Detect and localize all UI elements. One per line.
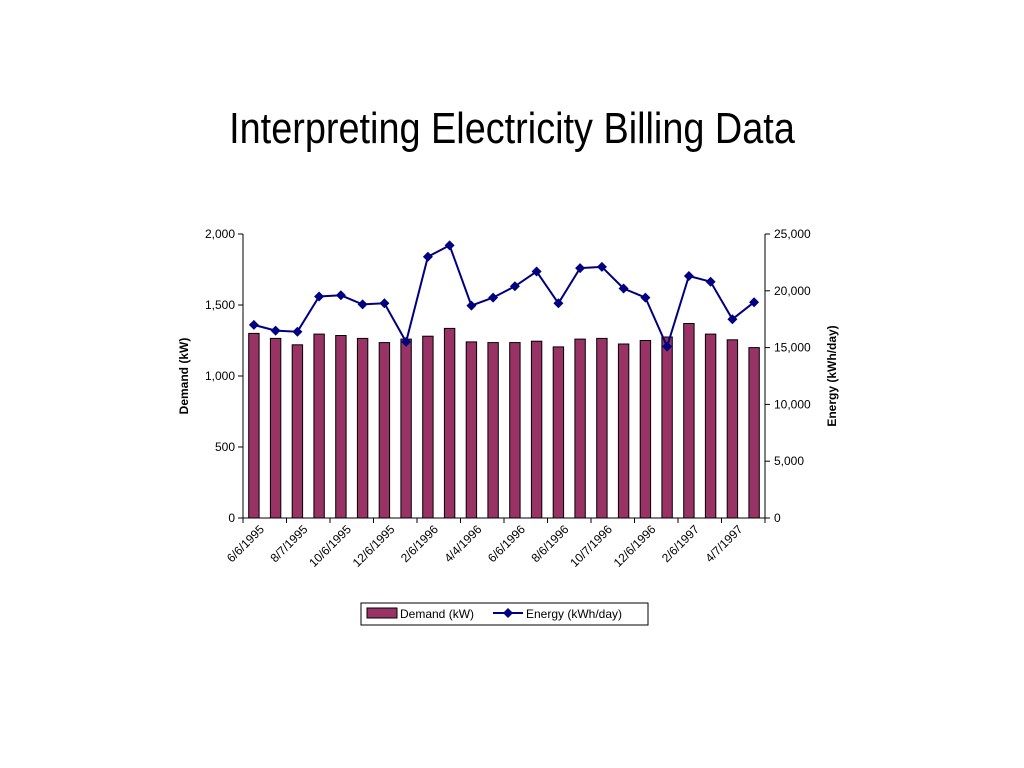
energy-point <box>575 263 586 274</box>
y-tick-label-right: 10,000 <box>774 397 811 411</box>
demand-bar <box>248 332 260 519</box>
x-tick-label: 12/6/1996 <box>611 522 659 570</box>
y-tick-label-right: 0 <box>774 511 781 525</box>
x-tick-label: 10/7/1996 <box>567 522 615 570</box>
energy-line-series <box>248 240 760 352</box>
y-tick-label-right: 5,000 <box>774 454 804 468</box>
demand-bar <box>596 337 608 519</box>
demand-bar <box>335 335 347 519</box>
y-tick-label-left: 0 <box>228 511 235 525</box>
demand-bar <box>400 338 412 519</box>
energy-point <box>727 314 738 325</box>
demand-bar <box>422 335 434 519</box>
y-axis-title-left: Demand (kW) <box>177 338 191 415</box>
energy-point <box>705 276 716 287</box>
legend-energy-label: Energy (kWh/day) <box>526 607 622 621</box>
energy-point <box>379 298 390 309</box>
demand-bar <box>704 333 717 519</box>
y-tick-label-left: 500 <box>215 440 235 454</box>
demand-bar <box>683 323 695 519</box>
demand-bar <box>487 342 499 519</box>
energy-point <box>683 271 694 281</box>
energy-point <box>401 336 412 347</box>
demand-bar <box>530 340 543 519</box>
energy-point <box>531 266 542 277</box>
energy-point <box>662 341 673 352</box>
energy-point <box>596 261 607 272</box>
energy-point <box>357 299 368 310</box>
demand-bar <box>639 340 652 519</box>
legend-energy-marker <box>503 608 513 618</box>
y-tick-label-left: 1,500 <box>205 298 235 312</box>
energy-point <box>292 326 303 337</box>
demand-bar <box>509 342 521 519</box>
legend-demand-swatch <box>366 607 398 619</box>
legend-demand-label: Demand (kW) <box>400 607 474 621</box>
demand-bar <box>726 339 739 519</box>
x-tick-label: 8/7/1995 <box>267 522 310 565</box>
energy-point <box>488 292 499 303</box>
x-tick-label: 6/6/1995 <box>224 522 267 565</box>
energy-point <box>509 281 520 292</box>
energy-point <box>314 291 325 302</box>
y-axis-title-right: Energy (kWh/day) <box>825 325 839 426</box>
y-tick-label-right: 25,000 <box>774 227 811 241</box>
x-tick-label: 8/6/1996 <box>528 522 571 565</box>
demand-bar <box>617 343 630 519</box>
y-tick-label-left: 1,000 <box>205 369 235 383</box>
y-tick-label-left: 2,000 <box>205 227 235 241</box>
demand-bar <box>269 337 282 519</box>
y-tick-label-right: 20,000 <box>774 284 811 298</box>
demand-bar <box>465 341 478 519</box>
x-tick-label: 4/4/1996 <box>441 522 484 565</box>
energy-point <box>444 240 455 251</box>
demand-bar <box>552 346 565 519</box>
demand-bar <box>291 344 304 519</box>
energy-point <box>248 319 259 330</box>
demand-bars <box>248 323 760 519</box>
energy-point <box>640 292 651 303</box>
x-tick-label: 12/6/1995 <box>350 522 398 570</box>
x-tick-label: 2/6/1996 <box>398 522 441 565</box>
energy-point <box>749 297 760 308</box>
demand-bar <box>443 327 456 519</box>
energy-point <box>270 325 281 336</box>
y-tick-label-right: 15,000 <box>774 341 811 355</box>
demand-bar <box>313 333 325 519</box>
demand-bar <box>661 336 673 519</box>
energy-point <box>553 298 564 309</box>
x-tick-label: 10/6/1995 <box>306 522 354 570</box>
demand-bar <box>574 338 586 519</box>
legend: Demand (kW) Energy (kWh/day) <box>360 602 649 626</box>
x-tick-label: 2/6/1997 <box>659 522 702 565</box>
energy-point <box>335 290 346 301</box>
chart-axes <box>238 233 770 523</box>
slide-title: Interpreting Electricity Billing Data <box>229 104 795 153</box>
energy-point <box>466 300 477 311</box>
energy-point <box>422 251 433 262</box>
energy-point <box>618 283 629 294</box>
demand-bar <box>748 347 760 519</box>
x-tick-label: 4/7/1997 <box>702 522 745 565</box>
x-tick-label: 6/6/1996 <box>485 522 528 565</box>
demand-bar <box>356 337 369 519</box>
demand-bar <box>378 342 391 519</box>
energy-line <box>253 243 755 350</box>
